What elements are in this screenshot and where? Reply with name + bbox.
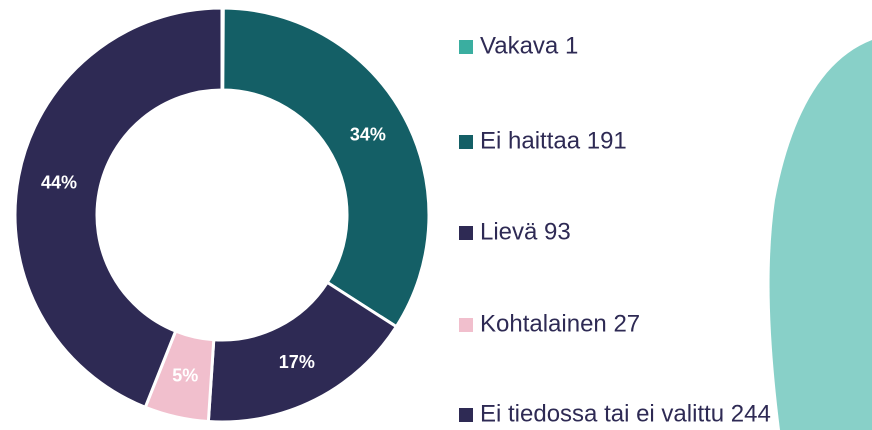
legend-swatch (459, 318, 473, 332)
data-label: 44% (41, 172, 77, 192)
data-label: 17% (279, 352, 315, 372)
legend-label: Vakava 1 (480, 32, 578, 59)
data-label: 34% (350, 125, 386, 145)
legend-label: Ei tiedossa tai ei valittu 244 (480, 400, 771, 427)
chart: 0,1 %34%17%5%44%Vakava 1Ei haittaa 191Li… (0, 0, 872, 430)
slice (223, 8, 429, 327)
data-label: 5% (172, 366, 198, 386)
legend-label: Ei haittaa 191 (480, 127, 627, 154)
legend-swatch (459, 226, 473, 240)
legend-swatch (459, 408, 473, 422)
legend-swatch (459, 40, 473, 54)
decorative-shape (770, 40, 872, 430)
legend-label: Lievä 93 (480, 218, 571, 245)
legend-swatch (459, 135, 473, 149)
legend-label: Kohtalainen 27 (480, 310, 640, 337)
